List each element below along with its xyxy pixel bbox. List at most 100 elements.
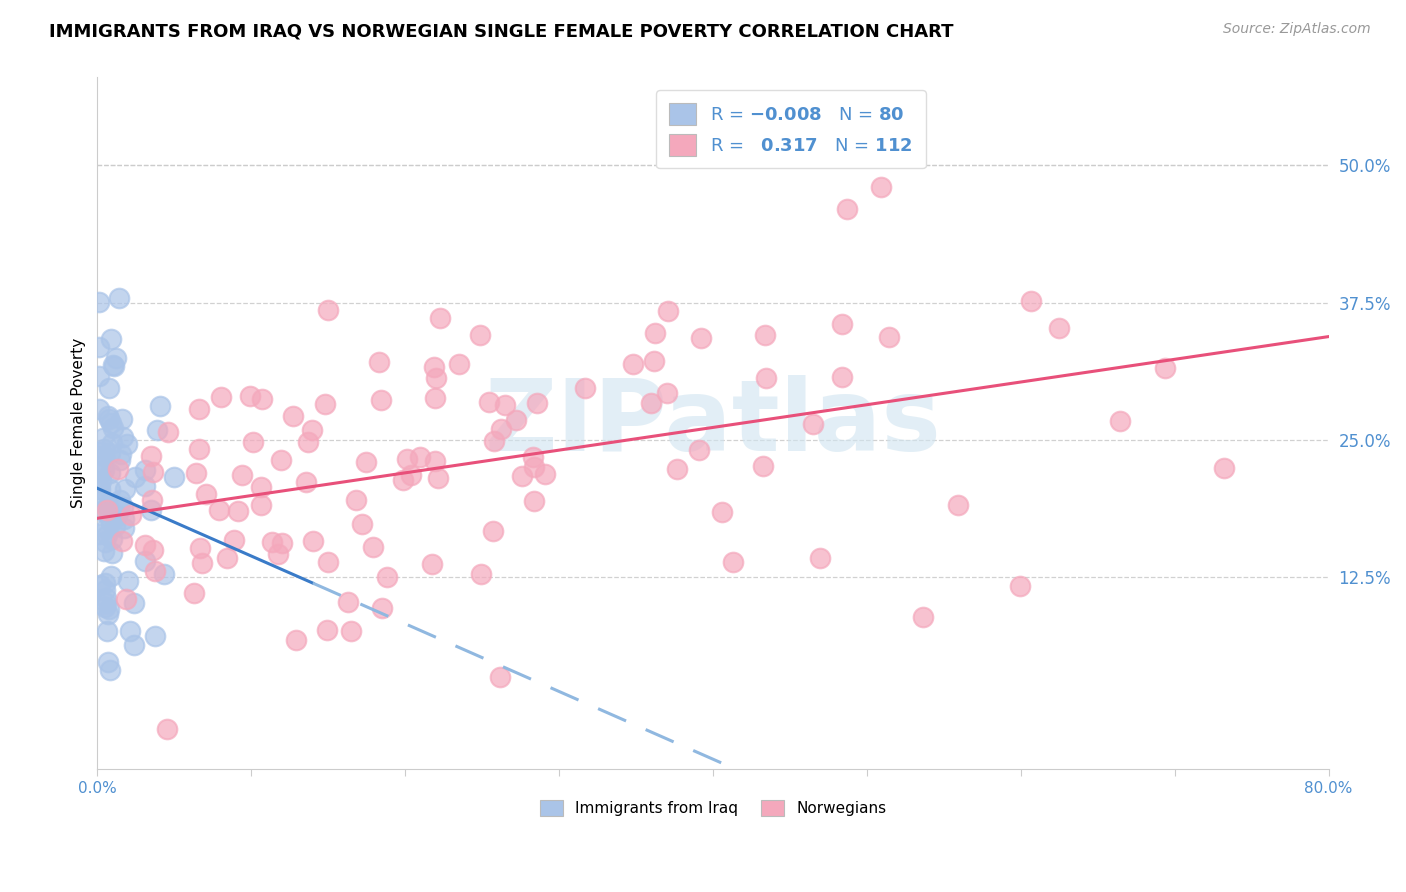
Point	[114, 482, 136, 496]
Point	[117, 574, 139, 589]
Point	[108, 492, 131, 507]
Point	[946, 498, 969, 512]
Point	[104, 351, 127, 365]
Point	[478, 394, 501, 409]
Point	[120, 508, 142, 522]
Point	[195, 487, 218, 501]
Point	[356, 455, 378, 469]
Point	[295, 475, 318, 490]
Point	[665, 461, 688, 475]
Text: ZIPatlas: ZIPatlas	[485, 375, 942, 472]
Point	[111, 533, 134, 548]
Point	[361, 540, 384, 554]
Point	[252, 392, 274, 406]
Point	[574, 381, 596, 395]
Point	[143, 564, 166, 578]
Point	[420, 557, 443, 571]
Point	[98, 482, 121, 496]
Point	[1019, 293, 1042, 308]
Point	[184, 466, 207, 480]
Point	[98, 512, 121, 526]
Text: Source: ZipAtlas.com: Source: ZipAtlas.com	[1223, 22, 1371, 37]
Point	[808, 551, 831, 566]
Point	[134, 554, 156, 568]
Point	[316, 555, 339, 569]
Point	[89, 445, 111, 459]
Point	[621, 357, 644, 371]
Point	[429, 311, 451, 326]
Point	[96, 502, 118, 516]
Point	[226, 504, 249, 518]
Point	[522, 450, 544, 464]
Y-axis label: Single Female Poverty: Single Female Poverty	[72, 338, 86, 508]
Point	[87, 465, 110, 479]
Point	[87, 369, 110, 384]
Point	[100, 516, 122, 530]
Point	[101, 532, 124, 546]
Point	[368, 355, 391, 369]
Point	[523, 460, 546, 475]
Text: IMMIGRANTS FROM IRAQ VS NORWEGIAN SINGLE FEMALE POVERTY CORRELATION CHART: IMMIGRANTS FROM IRAQ VS NORWEGIAN SINGLE…	[49, 22, 953, 40]
Point	[156, 425, 179, 439]
Point	[260, 535, 283, 549]
Point	[115, 592, 138, 607]
Point	[103, 421, 125, 435]
Point	[488, 670, 510, 684]
Point	[801, 417, 824, 432]
Point	[470, 566, 492, 581]
Point	[422, 359, 444, 374]
Point	[188, 541, 211, 555]
Point	[103, 359, 125, 373]
Point	[110, 453, 132, 467]
Point	[97, 380, 120, 394]
Point	[401, 467, 423, 482]
Point	[149, 399, 172, 413]
Point	[156, 722, 179, 736]
Point	[163, 469, 186, 483]
Point	[104, 519, 127, 533]
Point	[91, 458, 114, 473]
Point	[337, 595, 360, 609]
Point	[142, 465, 165, 479]
Point	[101, 546, 124, 560]
Point	[316, 303, 339, 318]
Point	[710, 505, 733, 519]
Point	[482, 524, 505, 539]
Point	[242, 434, 264, 449]
Point	[101, 358, 124, 372]
Point	[141, 492, 163, 507]
Point	[344, 493, 367, 508]
Point	[91, 492, 114, 507]
Point	[301, 423, 323, 437]
Point	[489, 422, 512, 436]
Point	[145, 629, 167, 643]
Point	[93, 544, 115, 558]
Point	[425, 371, 447, 385]
Point	[314, 397, 336, 411]
Point	[98, 664, 121, 678]
Point	[139, 449, 162, 463]
Point	[134, 462, 156, 476]
Point	[449, 357, 471, 371]
Point	[754, 327, 776, 342]
Point	[396, 451, 419, 466]
Point	[657, 304, 679, 318]
Point	[870, 180, 893, 194]
Point	[209, 390, 232, 404]
Point	[100, 569, 122, 583]
Point	[690, 331, 713, 345]
Point	[94, 575, 117, 590]
Point	[87, 340, 110, 354]
Point	[94, 595, 117, 609]
Point	[93, 463, 115, 477]
Point	[302, 534, 325, 549]
Point	[427, 471, 450, 485]
Point	[122, 638, 145, 652]
Point	[249, 480, 271, 494]
Point	[1154, 360, 1177, 375]
Point	[107, 462, 129, 476]
Point	[297, 434, 319, 449]
Point	[97, 500, 120, 515]
Point	[107, 508, 129, 523]
Point	[91, 431, 114, 445]
